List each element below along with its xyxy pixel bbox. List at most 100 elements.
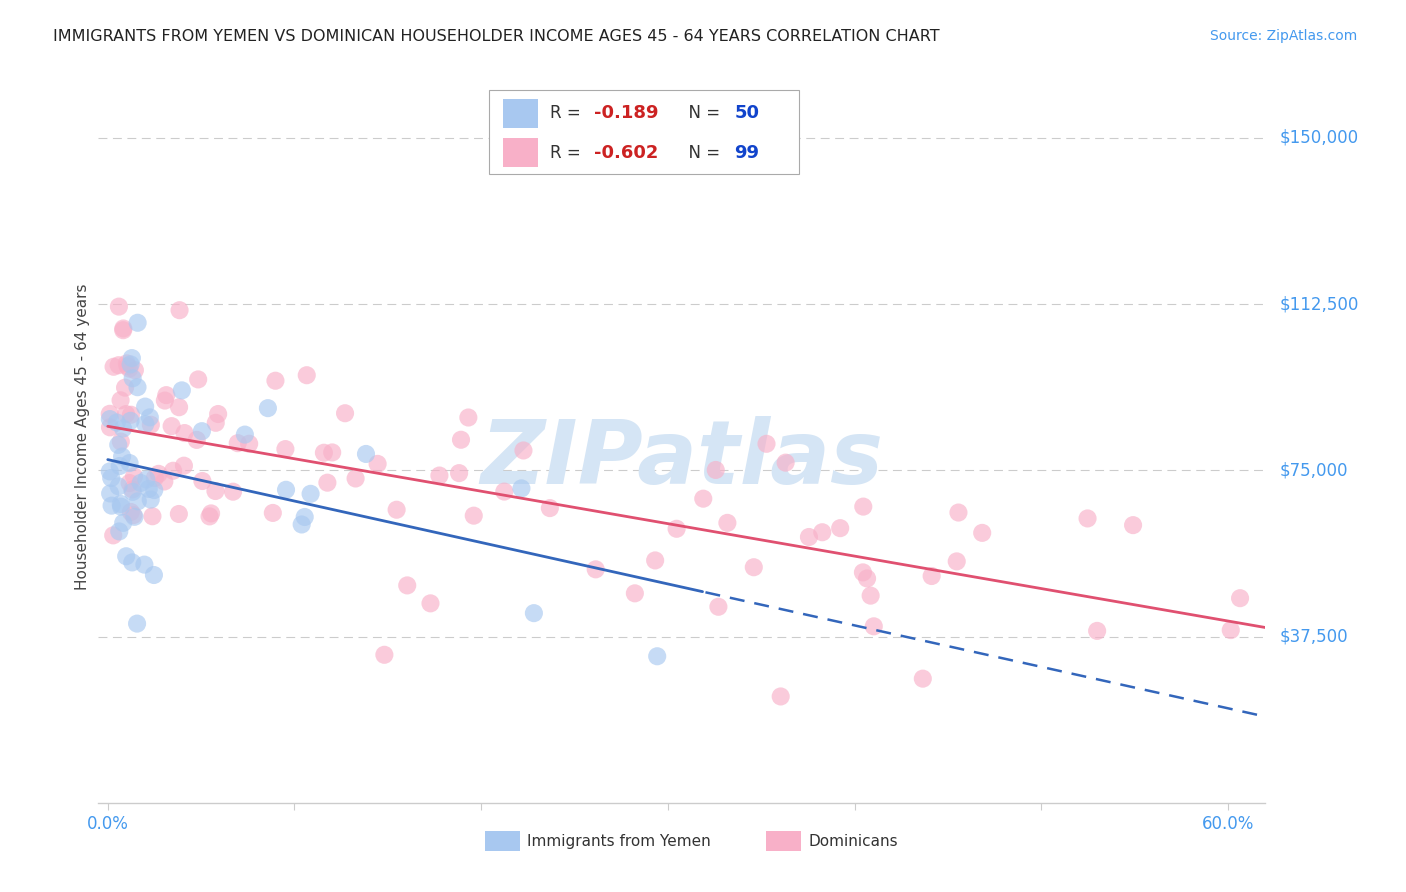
Point xyxy=(105,416,128,430)
Point xyxy=(100,471,122,485)
Point xyxy=(457,410,479,425)
Point xyxy=(141,509,163,524)
Text: N =: N = xyxy=(679,104,725,122)
Point xyxy=(118,476,141,491)
Point xyxy=(585,562,607,576)
Point xyxy=(103,359,125,374)
Y-axis label: Householder Income Ages 45 - 64 years: Householder Income Ages 45 - 64 years xyxy=(75,284,90,591)
Point xyxy=(645,649,668,664)
Point xyxy=(233,427,256,442)
Point xyxy=(134,558,156,572)
Point xyxy=(238,436,260,450)
Point xyxy=(143,483,166,497)
Point xyxy=(120,414,142,428)
Point xyxy=(173,458,195,473)
Point xyxy=(852,500,875,514)
Point xyxy=(367,457,389,471)
Point xyxy=(169,303,191,318)
Point xyxy=(299,487,322,501)
Point xyxy=(354,447,377,461)
Point xyxy=(127,316,149,330)
Point xyxy=(139,410,162,425)
Text: R =: R = xyxy=(550,144,586,161)
Text: IMMIGRANTS FROM YEMEN VS DOMINICAN HOUSEHOLDER INCOME AGES 45 - 64 YEARS CORRELA: IMMIGRANTS FROM YEMEN VS DOMINICAN HOUSE… xyxy=(53,29,941,44)
Point xyxy=(112,516,135,530)
Point xyxy=(167,401,190,415)
Point xyxy=(153,475,176,489)
Bar xyxy=(503,138,538,168)
Point xyxy=(538,501,561,516)
Point xyxy=(153,393,176,408)
Text: -0.189: -0.189 xyxy=(595,104,659,122)
Point xyxy=(294,510,316,524)
Point xyxy=(344,471,367,485)
Point xyxy=(121,483,143,497)
Point xyxy=(129,475,152,490)
Point xyxy=(204,416,226,430)
Point xyxy=(274,483,297,497)
Point xyxy=(198,509,221,524)
Point xyxy=(112,321,135,335)
Point xyxy=(173,425,195,440)
Point xyxy=(859,589,882,603)
Point xyxy=(373,648,395,662)
Point xyxy=(204,483,226,498)
Point xyxy=(207,407,229,421)
Point xyxy=(830,521,852,535)
Point xyxy=(333,406,356,420)
Point xyxy=(135,473,157,487)
Point xyxy=(1085,624,1108,638)
Point xyxy=(98,407,121,421)
Text: $37,500: $37,500 xyxy=(1279,628,1348,646)
Point xyxy=(797,530,820,544)
Point xyxy=(142,568,165,582)
Point xyxy=(226,436,249,450)
Point xyxy=(107,438,129,452)
Point xyxy=(139,417,162,432)
Point xyxy=(191,424,214,438)
Point xyxy=(110,393,132,408)
Point xyxy=(716,516,738,530)
Point xyxy=(321,445,343,459)
Point xyxy=(120,408,142,422)
Point xyxy=(100,499,122,513)
Point xyxy=(125,616,148,631)
Point xyxy=(1229,591,1251,606)
Point xyxy=(162,464,184,478)
Point xyxy=(124,509,146,524)
Point xyxy=(463,508,485,523)
Point xyxy=(121,556,143,570)
Point xyxy=(1122,518,1144,533)
Point xyxy=(1077,511,1099,525)
Text: R =: R = xyxy=(550,104,586,122)
Text: 99: 99 xyxy=(734,144,759,161)
Text: Dominicans: Dominicans xyxy=(808,834,898,848)
Point xyxy=(110,500,132,514)
Point xyxy=(112,421,135,435)
Point xyxy=(862,619,884,633)
Point xyxy=(222,484,245,499)
Point xyxy=(121,484,143,499)
Point xyxy=(191,474,214,488)
Point xyxy=(127,494,149,508)
Point xyxy=(775,456,797,470)
Point xyxy=(644,553,666,567)
Point xyxy=(117,359,139,374)
Point xyxy=(112,323,135,337)
Point xyxy=(274,442,297,456)
Point xyxy=(295,368,318,383)
Point xyxy=(98,486,121,500)
Point xyxy=(429,468,451,483)
Point xyxy=(494,484,516,499)
Point xyxy=(143,471,166,485)
Text: N =: N = xyxy=(679,144,725,161)
Point xyxy=(115,407,138,421)
Point xyxy=(170,384,193,398)
Point xyxy=(707,599,730,614)
Point xyxy=(122,469,145,483)
Point xyxy=(108,524,131,539)
Point xyxy=(107,479,129,493)
Point xyxy=(110,434,132,449)
Point xyxy=(148,467,170,481)
Text: $150,000: $150,000 xyxy=(1279,128,1358,147)
